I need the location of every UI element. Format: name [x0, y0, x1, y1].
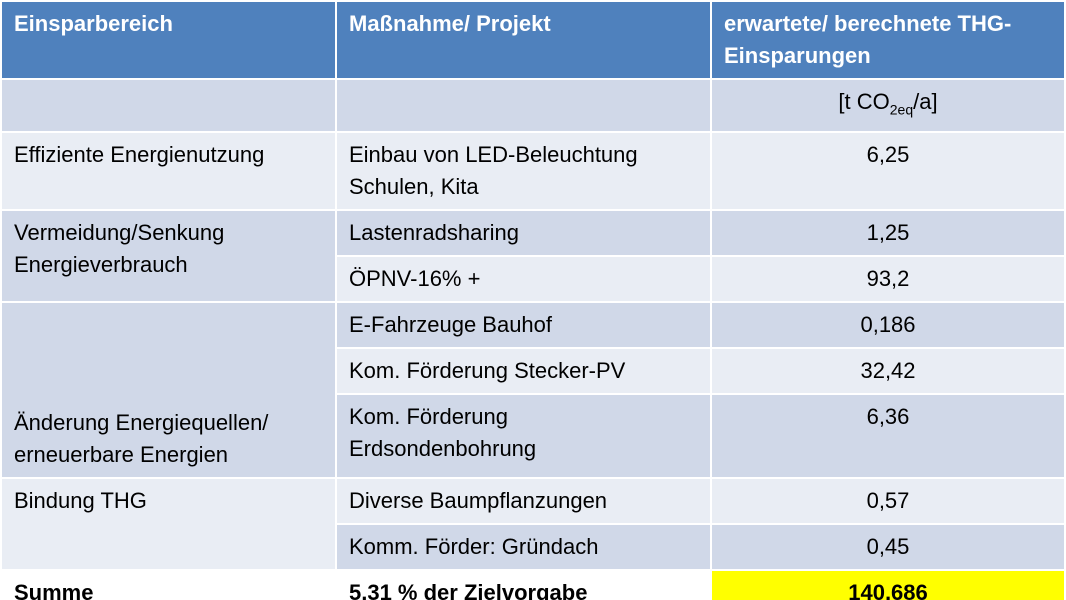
area-cell: Bindung THG	[0, 477, 337, 572]
measure-cell: Kom. Förderung Stecker-PV	[335, 347, 712, 396]
total-value: 140,686	[710, 569, 1066, 600]
unit: [t CO	[838, 89, 890, 114]
value-cell: 1,25	[710, 209, 1066, 258]
cell	[335, 77, 712, 134]
measure-cell: ÖPNV-16% +	[335, 255, 712, 304]
area-cell: Änderung Energiequellen/ erneuerbare Ene…	[0, 301, 337, 480]
unit-sub: 2eq	[889, 101, 914, 118]
value-cell: 0,57	[710, 477, 1066, 526]
value-cell: 6,36	[710, 393, 1066, 480]
measure-cell: E-Fahrzeuge Bauhof	[335, 301, 712, 350]
unit-cell: [t CO2eq/a]	[710, 77, 1066, 134]
value-cell: 0,45	[710, 523, 1066, 572]
header-cell: erwartete/ berechnete THG-Einsparungen	[710, 0, 1066, 80]
measure-cell: Diverse Baumpflanzungen	[335, 477, 712, 526]
total-label: Summe	[0, 569, 337, 600]
area-cell: Effiziente Energienutzung	[0, 131, 337, 212]
value-cell: 32,42	[710, 347, 1066, 396]
value-cell: 6,25	[710, 131, 1066, 212]
measure-cell: Einbau von LED-Beleuchtung Schulen, Kita	[335, 131, 712, 212]
value-cell: 0,186	[710, 301, 1066, 350]
cell	[0, 77, 337, 134]
header-cell: Maßnahme/ Projekt	[335, 0, 712, 80]
area-cell: Vermeidung/Senkung Energieverbrauch	[0, 209, 337, 304]
measure-cell: Kom. Förderung Erdsondenbohrung	[335, 393, 712, 480]
value-cell: 93,2	[710, 255, 1066, 304]
unit: /a]	[913, 89, 938, 114]
total-note: 5,31 % der Zielvorgabe	[335, 569, 712, 600]
measure-cell: Lastenradsharing	[335, 209, 712, 258]
measure-cell: Komm. Förder: Gründach	[335, 523, 712, 572]
header-cell: Einsparbereich	[0, 0, 337, 80]
